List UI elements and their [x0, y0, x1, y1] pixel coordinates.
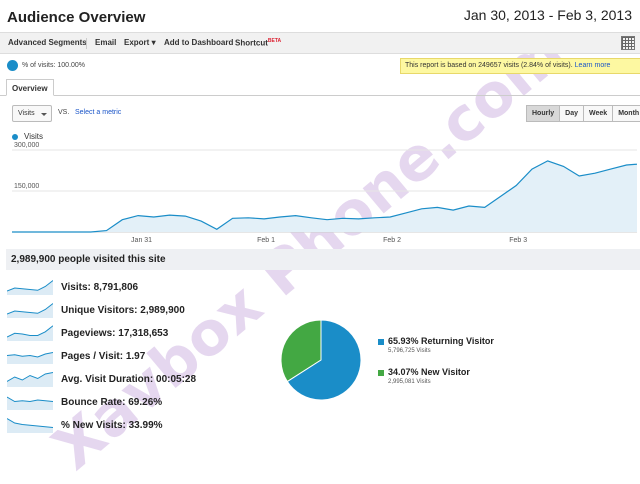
sparkline-icon: [7, 418, 53, 433]
metric-row: Unique Visitors: 2,989,900: [7, 300, 277, 322]
visitors-summary: 2,989,900 people visited this site: [11, 254, 166, 265]
visitor-type-pie: [280, 319, 362, 401]
metric-row: Pageviews: 17,318,653: [7, 323, 277, 345]
sparkline-icon: [7, 372, 53, 387]
period-month-button[interactable]: Month: [612, 105, 640, 122]
sparkline-icon: [7, 280, 53, 295]
toolbar: Advanced Segments Email Export ▾ Add to …: [0, 32, 640, 54]
page-title: Audience Overview: [7, 9, 146, 26]
metric-row: % New Visits: 33.99%: [7, 415, 277, 437]
shortcut-label: Shortcut: [235, 38, 268, 48]
metric-label: Avg. Visit Duration: 00:05:28: [61, 374, 197, 385]
metric-label: Bounce Rate: 69.26%: [61, 397, 163, 408]
metric-select-value: Visits: [18, 110, 35, 117]
tab-row: Overview: [0, 79, 640, 96]
metric-label: % New Visits: 33.99%: [61, 420, 163, 431]
pie-legend-new: 34.07% New Visitor 2,995,081 Visits: [378, 367, 498, 391]
metric-label: Pages / Visit: 1.97: [61, 351, 146, 362]
visits-area: [12, 160, 637, 232]
segment-pie-icon: [7, 60, 18, 71]
metric-label: Visits: 8,791,806: [61, 282, 139, 293]
new-sub: 2,995,081 Visits: [388, 379, 431, 385]
x-tick-label: Feb 3: [509, 237, 527, 244]
notice-text: This report is based on 249657 visits (2…: [405, 62, 573, 69]
tab-overview[interactable]: Overview: [6, 79, 54, 96]
period-day-button[interactable]: Day: [559, 105, 585, 122]
visitors-summary-bar: 2,989,900 people visited this site: [6, 249, 640, 270]
chevron-down-icon: ▾: [151, 38, 156, 47]
period-buttons: Hourly Day Week Month: [526, 105, 640, 122]
metric-row: Bounce Rate: 69.26%: [7, 392, 277, 414]
returning-sub: 5,796,725 Visits: [388, 348, 431, 354]
qr-grid-icon[interactable]: [621, 36, 635, 50]
sampling-notice: This report is based on 249657 visits (2…: [400, 58, 640, 74]
y-tick-label: 150,000: [14, 183, 39, 190]
period-hourly-button[interactable]: Hourly: [526, 105, 561, 122]
title-bar: Audience Overview Jan 30, 2013 - Feb 3, …: [0, 0, 640, 32]
email-button[interactable]: Email: [95, 38, 117, 47]
metric-row: Pages / Visit: 1.97: [7, 346, 277, 368]
advanced-segments-button[interactable]: Advanced Segments: [8, 38, 87, 47]
date-range-picker[interactable]: Jan 30, 2013 - Feb 3, 2013: [463, 7, 632, 23]
pie-slice-returning: [286, 319, 362, 401]
new-label: 34.07% New Visitor: [388, 367, 470, 377]
returning-label: 65.93% Returning Visitor: [388, 336, 494, 346]
segment-row: % of visits: 100.00%: [0, 56, 640, 76]
sparkline-icon: [7, 396, 53, 410]
new-swatch: [378, 370, 384, 376]
x-tick-label: Feb 1: [257, 237, 275, 244]
export-label: Export: [124, 38, 150, 47]
x-tick-label: Feb 2: [383, 237, 401, 244]
y-tick-label: 300,000: [14, 142, 39, 149]
sparkline-icon: [7, 352, 53, 364]
select-metric-link[interactable]: Select a metric: [75, 109, 122, 116]
legend-visits-dot: [12, 134, 18, 140]
export-button[interactable]: Export ▾: [124, 38, 156, 47]
pie-legend-returning: 65.93% Returning Visitor 5,796,725 Visit…: [378, 336, 498, 360]
sparkline-icon: [7, 303, 53, 318]
toolbar-divider: [86, 38, 87, 49]
chevron-down-icon: [41, 113, 47, 116]
visits-line: [12, 160, 638, 233]
segment-label: % of visits: 100.00%: [22, 62, 86, 69]
visits-chart: 300,000 150,000 Jan 31 Feb 1 Feb 2 Feb 3: [12, 142, 638, 244]
metric-label: Pageviews: 17,318,653: [61, 328, 169, 339]
metric-select[interactable]: Visits: [12, 105, 52, 122]
x-tick-label: Jan 31: [131, 237, 152, 244]
legend-visits-label: Visits: [24, 132, 43, 141]
beta-badge: BETA: [267, 38, 282, 44]
vs-label: VS.: [58, 109, 70, 116]
sparkline-icon: [7, 325, 53, 341]
metric-row: Avg. Visit Duration: 00:05:28: [7, 369, 277, 391]
period-week-button[interactable]: Week: [583, 105, 614, 122]
shortcut-button[interactable]: ShortcutBETA: [235, 38, 281, 48]
returning-swatch: [378, 339, 384, 345]
metric-row: Visits: 8,791,806: [7, 277, 277, 299]
add-to-dashboard-button[interactable]: Add to Dashboard: [164, 38, 234, 47]
learn-more-link[interactable]: Learn more: [574, 62, 611, 69]
metric-label: Unique Visitors: 2,989,900: [61, 305, 185, 316]
